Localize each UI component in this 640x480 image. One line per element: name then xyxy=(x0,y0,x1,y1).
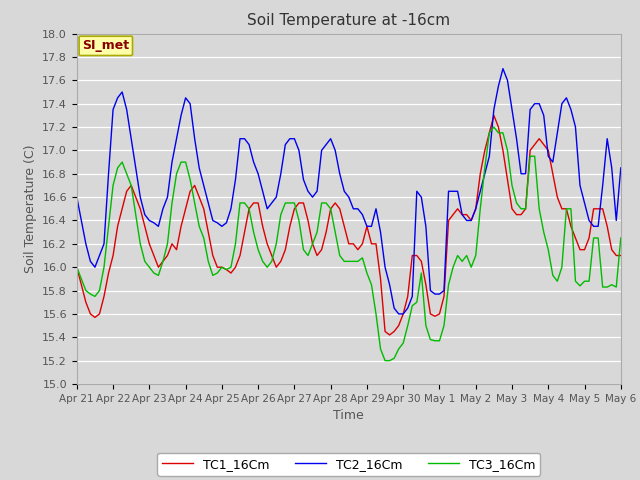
TC2_16Cm xyxy=(127,136,135,142)
TC2_16Cm xyxy=(589,224,597,229)
TC1_16Cm xyxy=(617,252,625,258)
TC2_16Cm xyxy=(617,165,625,171)
Text: SI_met: SI_met xyxy=(82,39,129,52)
TC2_16Cm xyxy=(304,189,312,194)
TC3_16Cm xyxy=(490,124,498,130)
TC2_16Cm xyxy=(499,66,507,72)
TC3_16Cm xyxy=(127,182,135,188)
TC1_16Cm xyxy=(386,332,394,338)
TC2_16Cm xyxy=(200,182,207,188)
Line: TC2_16Cm: TC2_16Cm xyxy=(77,69,621,314)
TC1_16Cm xyxy=(127,182,135,188)
TC3_16Cm xyxy=(304,252,312,258)
TC3_16Cm xyxy=(200,235,207,241)
TC1_16Cm xyxy=(445,217,452,223)
TC3_16Cm xyxy=(73,264,81,270)
X-axis label: Time: Time xyxy=(333,409,364,422)
TC1_16Cm xyxy=(73,264,81,270)
TC3_16Cm xyxy=(445,282,452,288)
TC3_16Cm xyxy=(617,235,625,241)
Y-axis label: Soil Temperature (C): Soil Temperature (C) xyxy=(24,144,36,273)
TC1_16Cm xyxy=(490,112,498,118)
TC2_16Cm xyxy=(395,311,403,317)
TC2_16Cm xyxy=(73,194,81,200)
TC1_16Cm xyxy=(417,259,425,264)
TC3_16Cm xyxy=(381,358,389,363)
Line: TC3_16Cm: TC3_16Cm xyxy=(77,127,621,360)
TC3_16Cm xyxy=(589,235,597,241)
Legend: TC1_16Cm, TC2_16Cm, TC3_16Cm: TC1_16Cm, TC2_16Cm, TC3_16Cm xyxy=(157,453,540,476)
Title: Soil Temperature at -16cm: Soil Temperature at -16cm xyxy=(247,13,451,28)
TC1_16Cm xyxy=(304,217,312,223)
TC3_16Cm xyxy=(417,270,425,276)
TC1_16Cm xyxy=(200,206,207,212)
Line: TC1_16Cm: TC1_16Cm xyxy=(77,115,621,335)
TC2_16Cm xyxy=(445,189,452,194)
TC1_16Cm xyxy=(589,206,597,212)
TC2_16Cm xyxy=(417,194,425,200)
